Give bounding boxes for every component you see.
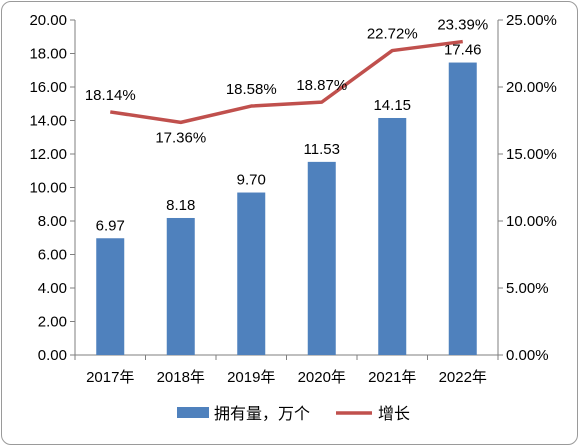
- y-left-tick-label: 6.00: [38, 247, 67, 264]
- x-tick-label: 2022年: [439, 369, 487, 386]
- y-right-tick-label: 15.00%: [506, 146, 557, 163]
- y-left-tick-label: 20.00: [29, 12, 67, 29]
- y-right-tick-label: 25.00%: [506, 12, 557, 29]
- bar-value-label: 6.97: [96, 217, 125, 234]
- bar: [166, 217, 195, 355]
- bar: [96, 238, 125, 355]
- legend-swatch-bar: [177, 407, 209, 418]
- y-left-tick-label: 14.00: [29, 113, 67, 130]
- line-value-label: 23.39%: [437, 17, 488, 34]
- y-left-tick-label: 4.00: [38, 280, 67, 297]
- x-tick-label: 2020年: [298, 369, 346, 386]
- bar-value-label: 14.15: [373, 97, 411, 114]
- bar: [378, 117, 407, 355]
- legend-label-line: 增长: [378, 405, 410, 423]
- y-left-tick-label: 18.00: [29, 46, 67, 63]
- bar-value-label: 17.46: [444, 42, 482, 59]
- y-left-tick-label: 2.00: [38, 314, 67, 331]
- bar-value-label: 8.18: [166, 197, 195, 214]
- line-value-label: 18.87%: [296, 77, 347, 94]
- y-right-tick-label: 20.00%: [506, 79, 557, 96]
- legend-label-bar: 拥有量，万个: [214, 405, 310, 423]
- x-tick-label: 2017年: [86, 369, 134, 386]
- bar-value-label: 9.70: [237, 172, 266, 189]
- y-left-tick-label: 8.00: [38, 213, 67, 230]
- bar: [237, 192, 266, 355]
- growth-line: [109, 39, 463, 125]
- x-tick-label: 2021年: [368, 369, 416, 386]
- y-left-tick-label: 16.00: [29, 79, 67, 96]
- y-right-tick-label: 10.00%: [506, 213, 557, 230]
- y-right-tick-label: 0.00%: [506, 347, 549, 364]
- x-tick-label: 2019年: [227, 369, 275, 386]
- bar: [448, 62, 477, 356]
- y-right-tick-label: 5.00%: [506, 280, 549, 297]
- bar: [307, 161, 336, 355]
- line-value-label: 18.14%: [85, 87, 136, 104]
- x-tick-label: 2018年: [157, 369, 205, 386]
- y-left-tick-label: 10.00: [29, 180, 67, 197]
- bar-value-label: 11.53: [304, 141, 340, 158]
- y-left-tick-label: 12.00: [29, 146, 67, 163]
- line-value-label: 17.36%: [155, 129, 206, 146]
- line-value-label: 22.72%: [367, 26, 418, 43]
- y-left-tick-label: 0.00: [38, 347, 67, 364]
- line-value-label: 18.58%: [226, 81, 277, 98]
